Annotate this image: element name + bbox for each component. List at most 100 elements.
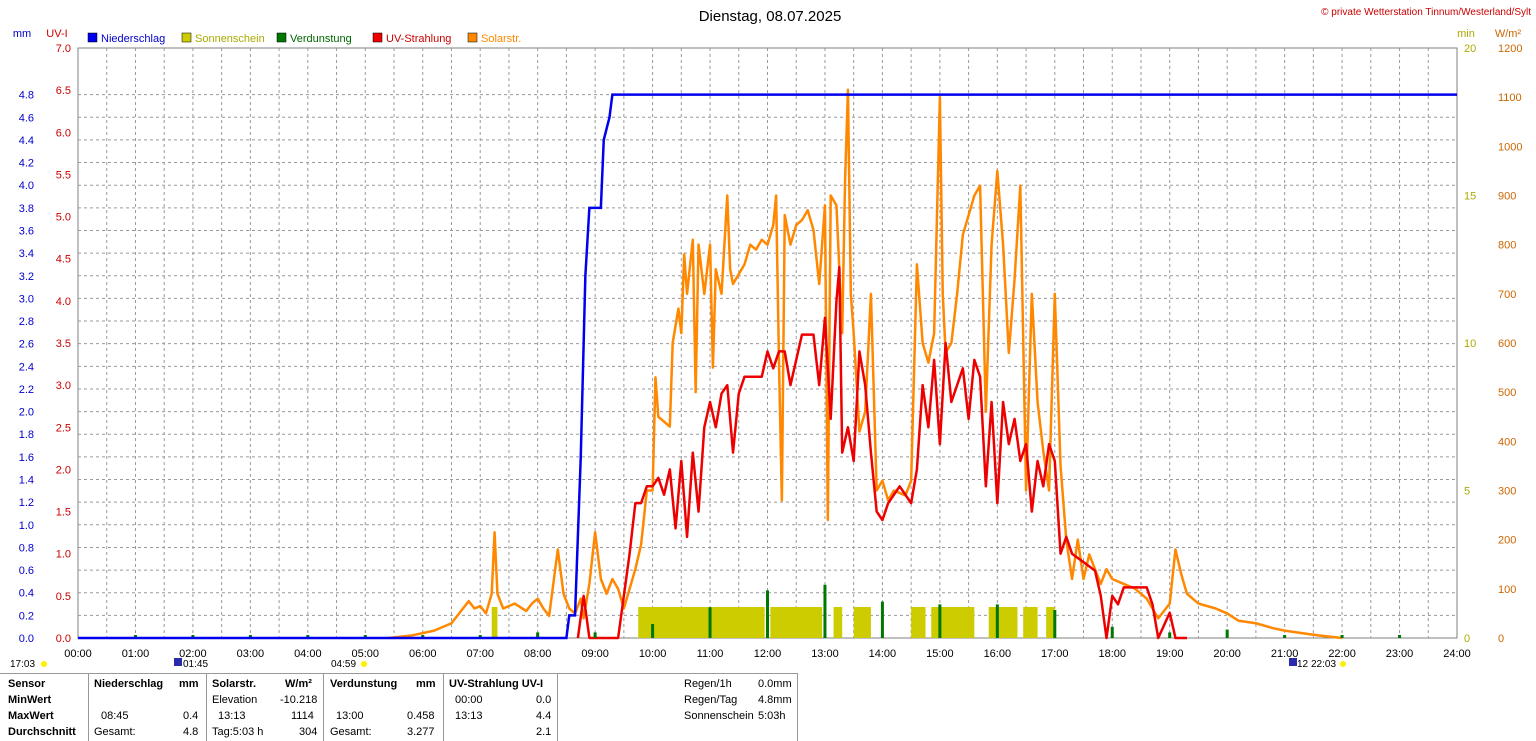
- x-tick-label: 16:00: [984, 648, 1012, 660]
- legend-verdunstung-swatch: [276, 32, 287, 43]
- uv-tick-label: 6.0: [56, 127, 71, 139]
- evaporation-bar: [593, 632, 597, 638]
- moon-icon: [174, 658, 182, 666]
- min-tick-label: 15: [1464, 191, 1476, 203]
- stats-header-sensor: Sensor: [8, 678, 46, 690]
- x-tick-label: 00:00: [64, 648, 92, 660]
- chart-title: Dienstag, 08.07.2025: [699, 8, 842, 25]
- x-tick-label: 10:00: [639, 648, 667, 660]
- niederschlag-total-label: Gesamt:: [94, 726, 136, 738]
- x-tick-label: 15:00: [926, 648, 954, 660]
- mm-tick-label: 3.2: [19, 271, 34, 283]
- evaporation-bar: [1398, 635, 1402, 638]
- summary-sonnenschein-label: Sonnenschein: [684, 710, 754, 722]
- mm-tick-label: 0.6: [19, 565, 34, 577]
- evaporation-bar: [938, 604, 942, 638]
- uv-tick-label: 1.0: [56, 549, 71, 561]
- min-axis-label: min: [1457, 28, 1475, 40]
- evaporation-bar: [766, 590, 769, 638]
- uv-tick-label: 4.5: [56, 254, 71, 266]
- summary-regen-1h-label: Regen/1h: [684, 678, 732, 690]
- mm-tick-label: 2.4: [19, 361, 34, 373]
- sunset-icon: [1340, 661, 1346, 667]
- stats-header-niederschlag: Niederschlag: [94, 678, 164, 690]
- legend-uv-swatch: [372, 32, 383, 43]
- sunshine-bar: [833, 607, 843, 638]
- stats-header-solar: Solarstr.: [212, 678, 257, 690]
- evaporation-bar: [880, 601, 884, 638]
- series-group: [78, 88, 1457, 640]
- wm2-tick-label: 600: [1498, 338, 1516, 350]
- weather-chart: Dienstag, 08.07.2025 © private Wettersta…: [10, 7, 1531, 670]
- mm-axis-label: mm: [13, 28, 31, 40]
- moon-time-label: 01:45: [183, 659, 208, 670]
- legend-solar-swatch: [467, 32, 478, 43]
- x-tick-label: 23:00: [1386, 648, 1414, 660]
- stats-header-solar-unit: W/m²: [285, 678, 312, 690]
- uv-max-value: 4.4: [536, 710, 552, 722]
- evaporation-bar: [421, 635, 425, 638]
- stats-header-niederschlag-unit: mm: [179, 678, 199, 690]
- niederschlag-max-time: 08:45: [101, 710, 129, 722]
- x-tick-label: 12:00: [754, 648, 782, 660]
- mm-tick-label: 4.4: [19, 135, 34, 147]
- evaporation-bar: [708, 607, 712, 638]
- mm-tick-label: 0.0: [19, 633, 34, 645]
- summary-regen-tag-label: Regen/Tag: [684, 694, 738, 706]
- mm-tick-label: 3.8: [19, 203, 34, 215]
- summary-sonnenschein-value: 5:03h: [758, 710, 786, 722]
- uv-tick-label: 1.5: [56, 507, 71, 519]
- x-tick-label: 18:00: [1098, 648, 1126, 660]
- x-tick-label: 07:00: [466, 648, 494, 660]
- sunshine-bar: [770, 607, 823, 638]
- uv-tick-label: 0.5: [56, 591, 71, 603]
- mm-tick-label: 1.8: [19, 429, 34, 441]
- evaporation-bar: [133, 635, 137, 638]
- evaporation-bar: [306, 635, 310, 638]
- evaporation-bar: [248, 635, 252, 638]
- uv-axis-label: UV-I: [46, 28, 67, 40]
- uv-tick-label: 3.5: [56, 338, 71, 350]
- stats-divider-1: [88, 673, 89, 741]
- wm2-tick-label: 700: [1498, 289, 1516, 301]
- wm2-tick-label: 500: [1498, 387, 1516, 399]
- rain-line: [78, 93, 1457, 640]
- x-tick-label: 01:00: [122, 648, 150, 660]
- evaporation-bar: [191, 635, 195, 638]
- min-tick-label: 10: [1464, 338, 1476, 350]
- wm2-tick-label: 900: [1498, 191, 1516, 203]
- x-tick-label: 11:00: [697, 648, 724, 660]
- wm2-tick-label: 300: [1498, 486, 1516, 498]
- wm2-tick-label: 200: [1498, 535, 1516, 547]
- mm-tick-label: 3.0: [19, 293, 34, 305]
- solar-min-label: Elevation: [212, 694, 258, 706]
- x-tick-label: 24:00: [1443, 648, 1471, 660]
- stats-row-avg: Durchschnitt: [8, 726, 76, 738]
- evaporation-bar: [478, 635, 482, 638]
- wm2-tick-label: 100: [1498, 584, 1516, 596]
- solar-avg-value: 304: [299, 726, 318, 738]
- sunset-label: 22:03: [1311, 659, 1336, 670]
- x-tick-label: 20:00: [1213, 648, 1241, 660]
- x-tick-label: 02:00: [179, 648, 207, 660]
- x-tick-label: 03:00: [237, 648, 265, 660]
- legend-sonnenschein-swatch: [181, 32, 192, 43]
- legend-uv: UV-Strahlung: [386, 33, 451, 45]
- x-tick-label: 09:00: [581, 648, 609, 660]
- summary-regen-tag-value: 4.8mm: [758, 694, 792, 706]
- x-tick-label: 13:00: [811, 648, 839, 660]
- mm-tick-label: 0.2: [19, 610, 34, 622]
- sunrise-icon: [361, 661, 367, 667]
- stats-divider-4: [443, 673, 444, 741]
- wm2-tick-label: 1200: [1498, 43, 1522, 55]
- verdunstung-max-value: 0.458: [407, 710, 435, 722]
- legend-sonnenschein: Sonnenschein: [195, 33, 265, 45]
- evaporation-bar: [536, 632, 540, 638]
- evaporation-bar: [1225, 629, 1229, 638]
- x-tick-label: 04:00: [294, 648, 322, 660]
- sunshine-bar: [931, 607, 975, 638]
- uv-min-time: 00:00: [455, 694, 483, 706]
- stats-header-verdunstung: Verdunstung: [330, 678, 398, 690]
- summary-regen-1h-value: 0.0mm: [758, 678, 792, 690]
- min-tick-label: 20: [1464, 43, 1476, 55]
